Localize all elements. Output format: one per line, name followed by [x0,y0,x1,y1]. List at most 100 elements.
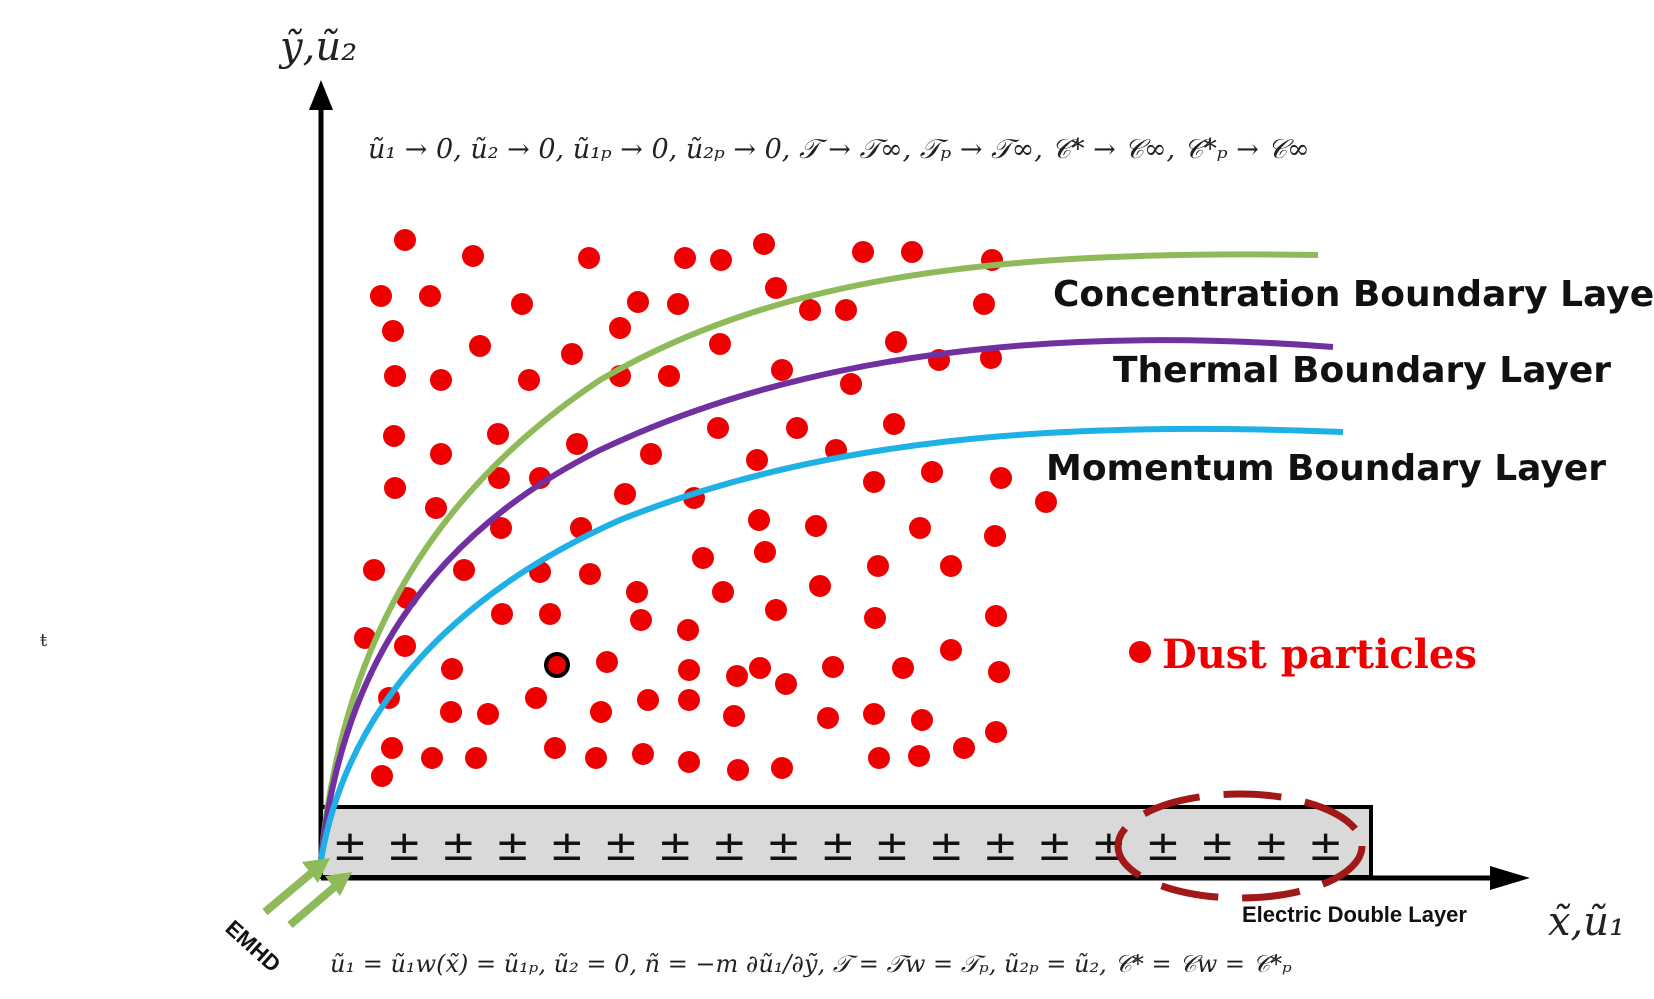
dust-particle [518,369,540,391]
charge-symbol: ± [983,821,1018,870]
dust-particle [753,233,775,255]
dust-particle [1035,491,1057,513]
dust-particle [640,443,662,465]
dust-particle [892,657,914,679]
concentration-boundary-layer-label: Concentration Boundary Layer [1053,274,1654,315]
dust-particle [749,657,771,679]
dust-particle [477,703,499,725]
x-axis-label: x̃,ũ₁ [1548,899,1625,945]
electric-double-layer-label: Electric Double Layer [1242,902,1467,927]
bottom-boundary-condition: ũ₁ = ũ₁w(x̃) = ũ₁ₚ, ũ₂ = 0, ñ = −m ∂ũ₁/∂… [330,950,1292,978]
dust-particle [840,373,862,395]
dust-particle [384,365,406,387]
dust-particle [771,359,793,381]
dust-particle [786,417,808,439]
dust-particle [867,555,889,577]
dust-particle [419,285,441,307]
dust-particle [637,689,659,711]
dust-particle [667,293,689,315]
dust-particle [885,331,907,353]
concentration-boundary-layer-curve [318,251,1319,861]
dust-particle [678,689,700,711]
charge-symbol: ± [495,821,530,870]
dust-particle [525,687,547,709]
dust-legend-marker [1129,641,1151,663]
dust-particle [692,547,714,569]
dust-particle [579,563,601,585]
dust-legend-label: Dust particles [1162,631,1477,678]
dust-particle [544,737,566,759]
dust-particle [441,658,463,680]
dust-particle [596,651,618,673]
dust-particle [462,245,484,267]
plate-charges: ± ± ± ± ± ± ± ± ± ± ± ± ± ± ± ± ± ± ± [332,821,1343,870]
stray-mark: ŧ [40,630,48,651]
x-axis-arrowhead [1490,866,1530,890]
charge-symbol: ± [820,821,855,870]
momentum-boundary-layer-label: Momentum Boundary Layer [1046,448,1606,489]
dust-particle [754,541,776,563]
charge-symbol: ± [387,821,422,870]
dust-particle [383,425,405,447]
dust-particle [381,737,403,759]
dust-particle [707,417,729,439]
dust-particle [901,241,923,263]
dust-particle [674,247,696,269]
dust-particle [370,285,392,307]
dust-particle [985,605,1007,627]
dust-particle [421,747,443,769]
thermal-boundary-layer-label: Thermal Boundary Layer [1113,350,1611,391]
dust-particle [614,483,636,505]
dust-particle [775,673,797,695]
top-boundary-condition: ũ₁ → 0, ũ₂ → 0, ũ₁ₚ → 0, ũ₂ₚ → 0, 𝒯 → 𝒯∞… [368,134,1310,165]
dust-particle [863,471,885,493]
dust-particle [430,443,452,465]
dust-particle [630,609,652,631]
dust-particle [678,751,700,773]
dust-particle [817,707,839,729]
charge-symbol: ± [712,821,747,870]
y-axis-label: ỹ,ũ₂ [278,24,357,70]
dust-particle [940,639,962,661]
dust-particle [566,433,588,455]
dust-particle [677,619,699,641]
dust-particle [511,293,533,315]
dust-particle [590,701,612,723]
dust-particle [465,747,487,769]
dust-particle [908,745,930,767]
charge-symbol: ± [1145,821,1180,870]
dust-particle [822,656,844,678]
y-axis [309,80,333,860]
dust-particle [363,559,385,581]
charge-symbol: ± [332,821,367,870]
dust-particle [973,293,995,315]
dust-particle [723,705,745,727]
dust-particle [863,703,885,725]
charge-symbol: ± [1037,821,1072,870]
dust-particle [909,517,931,539]
dust-particle [430,369,452,391]
dust-particle [371,765,393,787]
dust-particle [984,525,1006,547]
dust-particle [765,277,787,299]
plate-body [319,805,1373,879]
dust-particle [921,461,943,483]
dust-particle [868,747,890,769]
dust-particle [835,299,857,321]
dust-particle [658,365,680,387]
dust-particle [771,757,793,779]
dust-particle [980,347,1002,369]
dust-particle [988,661,1010,683]
electric-double-layer-highlight [1114,790,1366,902]
dust-particle [382,320,404,342]
dust-particle [809,575,831,597]
dust-particle [488,467,510,489]
momentum-boundary-layer-curve [318,425,1344,861]
dust-particle [709,333,731,355]
dust-particle [710,249,732,271]
dust-particle [883,413,905,435]
dust-particle [852,241,874,263]
dust-particle [469,335,491,357]
dust-particle [578,247,600,269]
